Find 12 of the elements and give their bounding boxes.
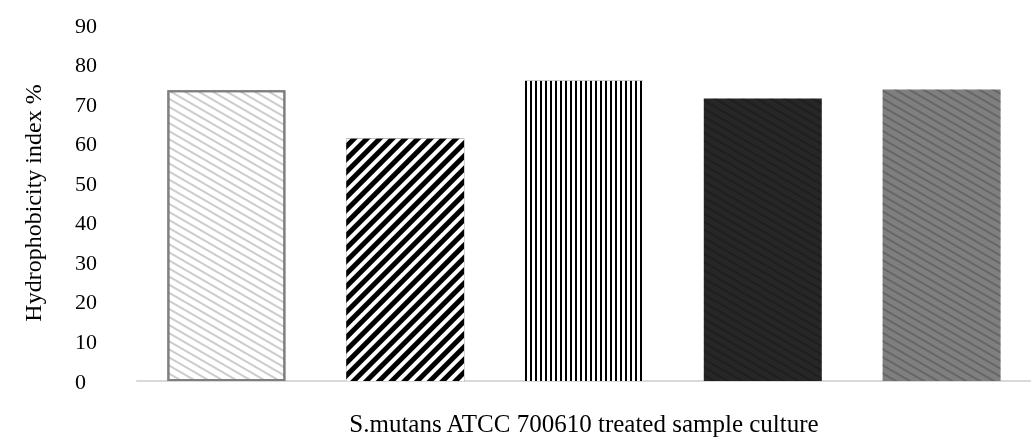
y-tick-label: 0 bbox=[75, 368, 86, 394]
y-tick-label: 10 bbox=[75, 328, 97, 354]
y-tick-label: 90 bbox=[75, 12, 97, 38]
y-tick-label: 60 bbox=[75, 131, 97, 157]
y-tick-label: 50 bbox=[75, 170, 97, 196]
y-tick-label: 30 bbox=[75, 249, 97, 275]
y-axis-title: Hydrophobicity index % bbox=[20, 84, 46, 322]
y-tick-label: 80 bbox=[75, 52, 97, 78]
y-tick-label: 70 bbox=[75, 91, 97, 117]
x-axis-title: S.mutans ATCC 700610 treated sample culture bbox=[349, 410, 819, 437]
y-tick-label: 40 bbox=[75, 210, 97, 236]
y-tick-label: 20 bbox=[75, 289, 97, 315]
